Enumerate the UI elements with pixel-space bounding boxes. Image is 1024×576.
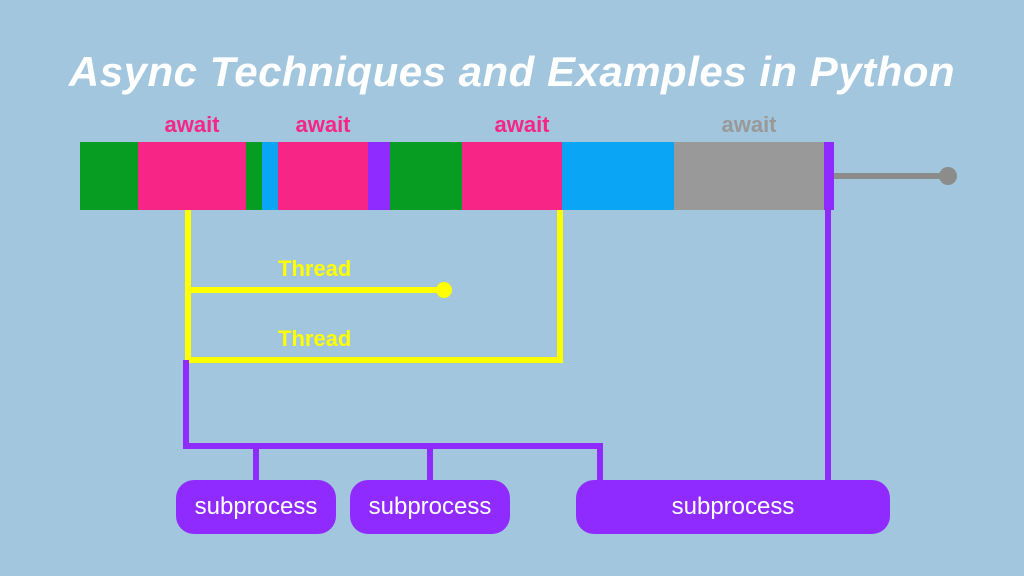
seg-purple-2 xyxy=(824,142,834,210)
purple-bus-line xyxy=(183,443,603,449)
purple-trunk-vline xyxy=(183,360,189,449)
await-label-2: await xyxy=(494,112,549,138)
seg-pink-3 xyxy=(462,142,482,210)
purple-drop-0 xyxy=(253,443,259,480)
thread-2-line xyxy=(185,357,563,363)
seg-green-2 xyxy=(246,142,262,210)
purple-drop-2 xyxy=(597,443,603,480)
seg-blue-2 xyxy=(562,142,674,210)
seg-gray-1 xyxy=(674,142,824,210)
await-label-3: await xyxy=(721,112,776,138)
purple-drop-1 xyxy=(427,443,433,480)
seg-purple-1 xyxy=(368,142,390,210)
await-label-0: await xyxy=(164,112,219,138)
thread-1-dot xyxy=(436,282,452,298)
thread-label-2: Thread xyxy=(278,326,351,352)
timeline-tail-dot xyxy=(939,167,957,185)
page-title: Async Techniques and Examples in Python xyxy=(0,48,1024,96)
subprocess-pill-1: subprocess xyxy=(350,480,510,534)
seg-green-1 xyxy=(80,142,138,210)
seg-green-3 xyxy=(390,142,454,210)
subprocess-pill-2: subprocess xyxy=(576,480,890,534)
thread-1-line xyxy=(185,287,444,293)
purple-right-vline xyxy=(825,210,831,480)
thread-label-1: Thread xyxy=(278,256,351,282)
seg-green-4 xyxy=(454,142,462,210)
seg-blue-1 xyxy=(262,142,278,210)
seg-pink-1 xyxy=(138,142,246,210)
seg-pink-2 xyxy=(278,142,368,210)
yellow-right-vline xyxy=(557,210,563,363)
subprocess-pill-0: subprocess xyxy=(176,480,336,534)
timeline-tail-line xyxy=(834,173,948,179)
seg-pink-3b xyxy=(482,142,562,210)
await-label-1: await xyxy=(295,112,350,138)
